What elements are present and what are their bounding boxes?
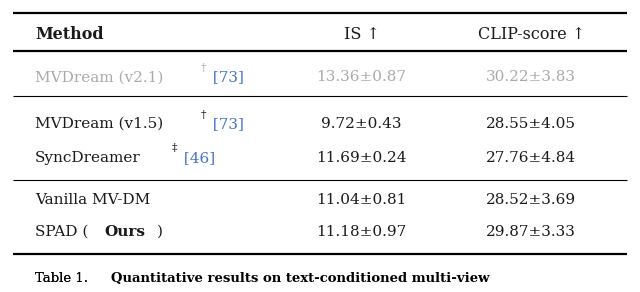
Text: Table 1.: Table 1. bbox=[35, 272, 88, 285]
Text: 13.36±0.87: 13.36±0.87 bbox=[317, 70, 406, 84]
Text: ): ) bbox=[157, 225, 163, 239]
Text: [73]: [73] bbox=[208, 70, 244, 84]
Text: †: † bbox=[201, 63, 206, 73]
Text: IS ↑: IS ↑ bbox=[344, 26, 380, 43]
Text: MVDream (v1.5): MVDream (v1.5) bbox=[35, 117, 163, 131]
Text: 11.69±0.24: 11.69±0.24 bbox=[316, 151, 407, 165]
Text: [73]: [73] bbox=[208, 117, 244, 131]
Text: 30.22±3.83: 30.22±3.83 bbox=[486, 70, 576, 84]
Text: 28.55±4.05: 28.55±4.05 bbox=[486, 117, 576, 131]
Text: Method: Method bbox=[35, 26, 104, 43]
Text: [46]: [46] bbox=[179, 151, 215, 165]
Text: Vanilla MV-DM: Vanilla MV-DM bbox=[35, 193, 150, 207]
Text: 11.04±0.81: 11.04±0.81 bbox=[316, 193, 407, 207]
Text: 9.72±0.43: 9.72±0.43 bbox=[321, 117, 402, 131]
Text: 28.52±3.69: 28.52±3.69 bbox=[486, 193, 576, 207]
Text: MVDream (v2.1): MVDream (v2.1) bbox=[35, 70, 164, 84]
Text: 27.76±4.84: 27.76±4.84 bbox=[486, 151, 576, 165]
Text: SPAD (: SPAD ( bbox=[35, 225, 88, 239]
Text: Quantitative results on text-conditioned multi-view: Quantitative results on text-conditioned… bbox=[111, 272, 490, 285]
Text: CLIP-score ↑: CLIP-score ↑ bbox=[477, 26, 585, 43]
Text: ‡: ‡ bbox=[172, 143, 177, 153]
Text: 29.87±3.33: 29.87±3.33 bbox=[486, 225, 576, 239]
Text: 11.18±0.97: 11.18±0.97 bbox=[316, 225, 407, 239]
Text: †: † bbox=[201, 110, 206, 120]
Text: Table 1.: Table 1. bbox=[35, 272, 88, 285]
Text: SyncDreamer: SyncDreamer bbox=[35, 151, 141, 165]
Text: Ours: Ours bbox=[104, 225, 145, 239]
